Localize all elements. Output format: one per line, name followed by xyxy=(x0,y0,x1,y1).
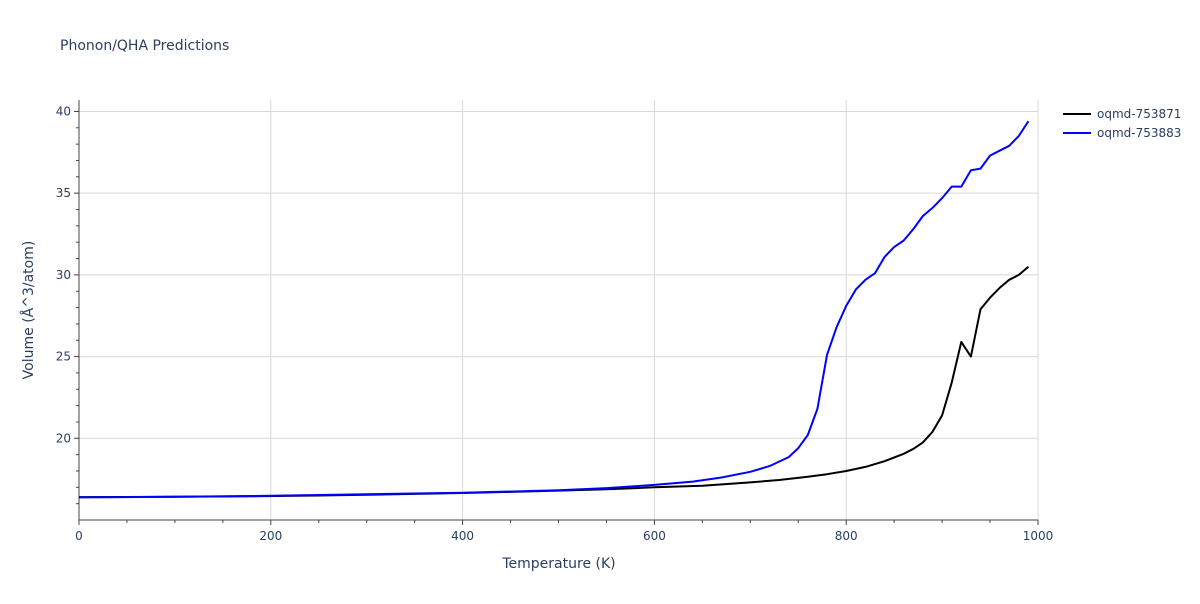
x-tick-label: 200 xyxy=(259,529,282,543)
legend-label: oqmd-753871 xyxy=(1097,107,1181,121)
x-axis-title: Temperature (K) xyxy=(501,556,615,572)
x-tick-label: 1000 xyxy=(1023,529,1054,543)
y-tick-label: 20 xyxy=(56,431,71,445)
y-tick-label: 25 xyxy=(56,350,71,364)
x-tick-labels: 0 200 400 600 800 1000 xyxy=(75,529,1053,543)
grid xyxy=(79,100,1039,520)
series-line-oqmd-753871 xyxy=(78,265,1030,499)
legend-item-oqmd-753871[interactable]: oqmd-753871 xyxy=(1063,107,1181,121)
legend-label: oqmd-753883 xyxy=(1097,126,1181,140)
x-tick-label: 0 xyxy=(75,529,83,543)
y-tick-labels: 20 25 30 35 40 xyxy=(56,104,71,445)
series-line-oqmd-753883 xyxy=(78,120,1030,499)
axes xyxy=(74,100,1039,525)
series-layer xyxy=(78,120,1030,499)
chart-title: Phonon/QHA Predictions xyxy=(60,38,229,54)
y-axis-title: Volume (Å^3/atom) xyxy=(20,241,37,380)
y-tick-label: 30 xyxy=(56,268,71,282)
x-tick-label: 800 xyxy=(835,529,858,543)
y-tick-label: 35 xyxy=(56,186,71,200)
y-tick-label: 40 xyxy=(56,104,71,118)
legend[interactable]: oqmd-753871 oqmd-753883 xyxy=(1063,107,1181,140)
legend-item-oqmd-753883[interactable]: oqmd-753883 xyxy=(1063,126,1181,140)
x-tick-label: 600 xyxy=(643,529,666,543)
x-tick-label: 400 xyxy=(451,529,474,543)
